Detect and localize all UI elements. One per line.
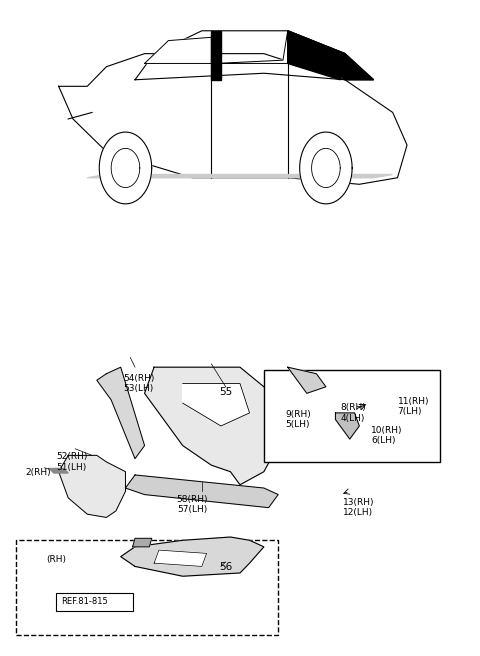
Polygon shape	[97, 367, 144, 459]
Text: 54(RH)
53(LH): 54(RH) 53(LH)	[123, 374, 155, 393]
Polygon shape	[59, 54, 407, 184]
Polygon shape	[59, 455, 125, 518]
Text: 10(RH)
6(LH): 10(RH) 6(LH)	[371, 426, 403, 445]
Bar	[16, 541, 278, 635]
Polygon shape	[125, 475, 278, 508]
Polygon shape	[288, 367, 326, 394]
Polygon shape	[111, 148, 140, 188]
Polygon shape	[135, 31, 373, 80]
Polygon shape	[132, 539, 152, 547]
Text: 2(RH): 2(RH)	[25, 468, 51, 478]
Polygon shape	[120, 537, 264, 576]
Polygon shape	[336, 413, 360, 439]
Text: 8(RH)
4(LH): 8(RH) 4(LH)	[340, 403, 366, 422]
Polygon shape	[49, 468, 68, 473]
Text: 9(RH)
5(LH): 9(RH) 5(LH)	[285, 409, 311, 429]
Polygon shape	[216, 31, 288, 64]
Text: 13(RH)
12(LH): 13(RH) 12(LH)	[343, 498, 374, 517]
Bar	[56, 592, 132, 611]
Polygon shape	[87, 174, 393, 178]
Text: 56: 56	[219, 562, 232, 572]
Text: 52(RH)
51(LH): 52(RH) 51(LH)	[56, 452, 88, 472]
Polygon shape	[144, 37, 211, 64]
Polygon shape	[211, 31, 221, 80]
Bar	[264, 371, 441, 462]
Text: REF.81-815: REF.81-815	[61, 597, 108, 606]
Text: 58(RH)
57(LH): 58(RH) 57(LH)	[177, 495, 208, 514]
Polygon shape	[288, 31, 345, 80]
Polygon shape	[312, 148, 340, 188]
Polygon shape	[300, 132, 352, 204]
Polygon shape	[99, 132, 152, 204]
Text: 55: 55	[219, 387, 232, 397]
Polygon shape	[183, 384, 250, 426]
Text: (RH): (RH)	[47, 556, 67, 564]
Text: 11(RH)
7(LH): 11(RH) 7(LH)	[397, 397, 429, 416]
Polygon shape	[288, 31, 373, 80]
Polygon shape	[144, 367, 288, 485]
Polygon shape	[154, 550, 206, 566]
